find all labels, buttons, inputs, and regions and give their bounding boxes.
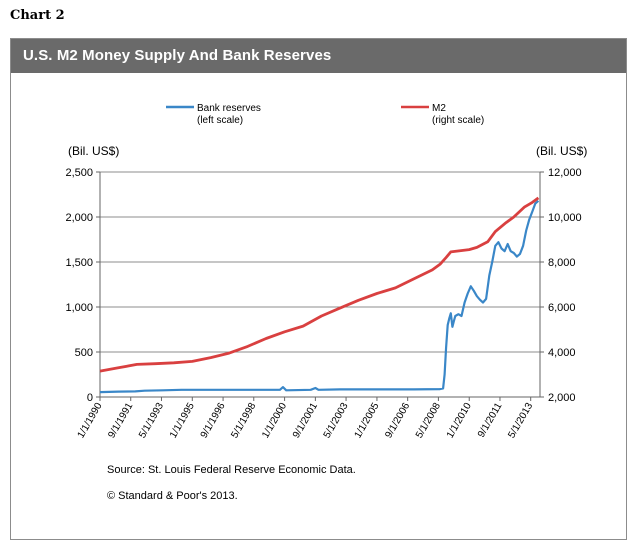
x-tick-label: 9/1/1996 [199,401,228,441]
x-tick-label: 9/1/2006 [383,401,412,441]
right-tick-label: 12,000 [548,167,582,179]
x-tick-label: 5/1/1998 [229,401,258,441]
x-tick-label: 1/1/1990 [76,401,105,441]
x-tick-label: 9/1/1991 [106,401,135,441]
right-tick-label: 4,000 [548,347,576,359]
bank-reserves-line [99,199,540,394]
right-axis-label: (Bil. US$) [536,144,587,158]
x-tick-label: 5/1/1993 [137,401,166,441]
title-bar: U.S. M2 Money Supply And Bank Reserves [11,39,626,73]
legend-bank-reserves-note: (left scale) [197,115,243,126]
x-tick-label: 5/1/2013 [506,401,535,441]
left-tick-label: 500 [75,347,93,359]
right-tick-label: 6,000 [548,302,576,314]
legend-bank-reserves-label: Bank reserves [197,103,261,114]
x-tick-label: 1/1/2010 [445,401,474,441]
x-tick-label: 9/1/2011 [476,401,505,440]
x-tick-label: 1/1/2005 [353,401,382,441]
source-note: Source: St. Louis Federal Reserve Econom… [107,464,356,476]
left-axis-label: (Bil. US$) [68,144,119,158]
x-tick-label: 5/1/2003 [322,401,351,441]
left-tick-label: 1,500 [65,257,93,269]
right-tick-label: 8,000 [548,257,576,269]
right-tick-label: 10,000 [548,212,582,224]
x-tick-label: 5/1/2008 [414,401,443,441]
legend-m2-label: M2 [432,103,446,114]
right-tick-label: 2,000 [548,392,576,404]
x-tick-label: 1/1/1995 [168,401,197,441]
m2-line [99,196,540,373]
x-tick-label: 9/1/2001 [291,401,320,441]
left-tick-label: 2,500 [65,167,93,179]
chart-number-label: Chart 2 [10,8,65,23]
legend-m2-note: (right scale) [432,115,484,126]
chart-panel: U.S. M2 Money Supply And Bank Reserves 0… [10,38,627,540]
left-tick-label: 2,000 [65,212,93,224]
x-tick-label: 1/1/2000 [260,401,289,441]
chart-title: U.S. M2 Money Supply And Bank Reserves [23,47,332,64]
left-tick-label: 1,000 [65,302,93,314]
line-chart: 0 500 1,000 1,500 2,000 2,500 2,000 4,000 6,000 8… [65,103,587,441]
copyright-note: © Standard & Poor's 2013. [107,490,238,502]
left-tick-label: 0 [87,392,93,404]
